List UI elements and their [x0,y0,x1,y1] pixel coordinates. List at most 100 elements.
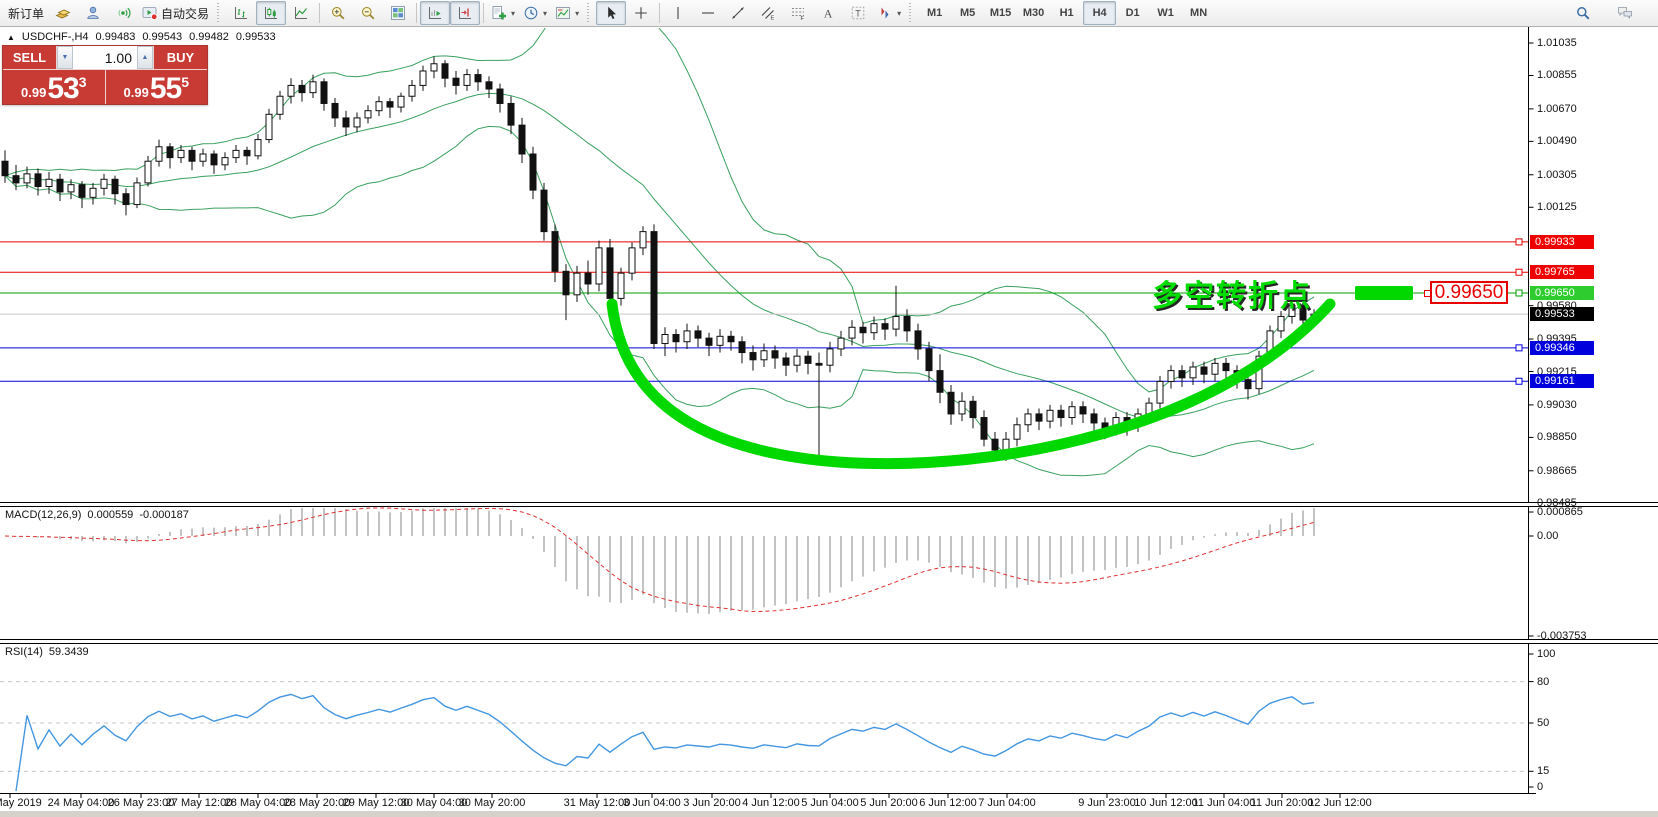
ascroll-icon [429,7,442,19]
timeframe-h1-button[interactable]: H1 [1050,1,1083,25]
bar-chart-button[interactable] [226,1,256,25]
price-line-label[interactable]: 0.99346 [1530,340,1594,355]
timeframe-m1-button[interactable]: M1 [918,1,951,25]
periods-button[interactable]: ▾ [519,1,551,25]
price-line-label[interactable]: 0.99933 [1530,234,1594,249]
zoom-in-button[interactable] [323,1,353,25]
toolbar-separator [319,3,321,23]
cursor-button[interactable] [596,1,627,25]
timeframe-w1-button[interactable]: W1 [1149,1,1182,25]
gold-icon [55,9,71,19]
fibonacci-button[interactable]: F [783,1,813,25]
toolbar-grip[interactable] [587,3,593,23]
chevron-down-icon[interactable]: ▾ [897,8,902,18]
date-axis-label: 11 Jun 04:00 [1192,797,1256,809]
price-line-label[interactable]: 0.99650 [1530,285,1594,300]
timeframe-mn-button[interactable]: MN [1182,1,1215,25]
date-axis-label: 11 Jun 20:00 [1250,797,1314,809]
timeframe-h4-button-label: H4 [1092,7,1107,19]
chart-shift-button[interactable] [450,1,481,25]
horizontal-line-button[interactable] [693,1,723,25]
chat-button[interactable] [1610,1,1640,25]
collapse-panel-icon[interactable]: ▲ [7,32,15,42]
ohlc-open: 0.99483 [95,31,136,43]
gold-icon-button[interactable] [48,1,78,25]
cursor-icon [608,6,617,19]
community-button[interactable] [78,1,108,25]
sell-price-small: 0.99 [21,85,47,100]
tT-icon: T [851,6,865,20]
timeframe-m15-button[interactable]: M15 [984,1,1017,25]
buy-button[interactable]: BUY [154,46,207,69]
chevron-down-icon[interactable]: ▾ [543,8,548,18]
timeframe-m5-button[interactable]: M5 [951,1,984,25]
toolbar-grip[interactable] [217,3,223,23]
price-callout-value: 0.99650 [1434,281,1504,303]
toolbar-grip[interactable] [909,3,915,23]
macd-rsi-separator[interactable] [0,639,1658,644]
chart-header: ▲ USDCHF-,H4 0.99483 0.99543 0.99482 0.9… [7,31,276,43]
signals-button[interactable] [108,1,138,25]
timeframe-h1-button-label: H1 [1059,7,1074,19]
window-bottom-strip [0,811,1658,817]
volume-increase-button[interactable]: ▲ [137,46,153,69]
bollinger-bands-layer [4,28,1315,477]
vertical-line-button[interactable] [663,1,693,25]
rsi-axis-label: 0 [1537,781,1544,793]
main-macd-separator[interactable] [0,502,1658,507]
tiles-icon [391,6,405,20]
chat-icon [1618,7,1632,19]
date-axis-label: 28 May 04:00 [224,797,292,809]
chevron-down-icon[interactable]: ▾ [511,8,516,18]
tile-windows-button[interactable] [383,1,413,25]
price-axis-tick-label: 1.00490 [1537,135,1577,148]
zoom-out-button[interactable] [353,1,383,25]
date-axis-label: 10 Jun 12:00 [1134,797,1198,809]
indicators-button[interactable]: ▾ [487,1,519,25]
date-axis-label: 7 Jun 04:00 [978,797,1036,809]
timeframe-d1-button[interactable]: D1 [1116,1,1149,25]
macd-signal-value: -0.000187 [139,509,189,521]
new-order-button-label: 新订单 [8,6,45,21]
trendline-button[interactable] [723,1,753,25]
autotrading-button[interactable]: 自动交易 [138,1,213,25]
sell-price[interactable]: 0.99 53 3 [3,70,105,104]
toolbar-right [1568,1,1654,25]
volume-input[interactable] [73,46,137,69]
search-button[interactable] [1568,1,1598,25]
toolbar-separator [416,3,418,23]
sell-button[interactable]: SELL [3,46,56,69]
clock-icon [524,6,538,20]
date-axis-label: 31 May 12:00 [563,797,631,809]
timeframe-m30-button[interactable]: M30 [1017,1,1050,25]
price-axis-tick-label: 0.99030 [1537,398,1577,411]
tA-icon: A [824,7,833,21]
volume-decrease-button[interactable]: ▼ [57,46,73,69]
timeframe-h4-button[interactable]: H4 [1083,1,1117,25]
text-label-button[interactable]: T [843,1,873,25]
price-line-label[interactable]: 0.99161 [1530,374,1594,389]
auto-scroll-button[interactable] [420,1,451,25]
lineC-icon [295,7,308,19]
new-order-button[interactable]: 新订单 [4,1,48,25]
price-callout[interactable]: 0.99650 [1424,281,1508,304]
crosshair-button[interactable] [626,1,656,25]
arrows-button[interactable]: ▾ [873,1,905,25]
symbol-period-label: USDCHF-,H4 [21,31,89,43]
annotation-text[interactable]: 多空转折点 [1152,280,1312,313]
templates-button[interactable]: ▾ [551,1,583,25]
svg-text:T: T [855,9,861,19]
buy-price[interactable]: 0.99 55 5 [104,70,207,104]
equidistant-channel-button[interactable]: E [753,1,783,25]
annotation-green-bar[interactable] [1355,286,1413,300]
chevron-down-icon[interactable]: ▾ [575,8,580,18]
timeframe-m1-button-label: M1 [926,7,943,19]
price-line-label[interactable]: 0.99533 [1530,307,1594,322]
date-axis-label: 3 Jun 04:00 [623,797,681,809]
line-chart-button[interactable] [286,1,316,25]
text-button[interactable]: A [813,1,843,25]
annotation-arc[interactable] [606,286,1413,470]
price-line-label[interactable]: 0.99765 [1530,265,1594,280]
candlestick-chart-button[interactable] [256,1,287,25]
